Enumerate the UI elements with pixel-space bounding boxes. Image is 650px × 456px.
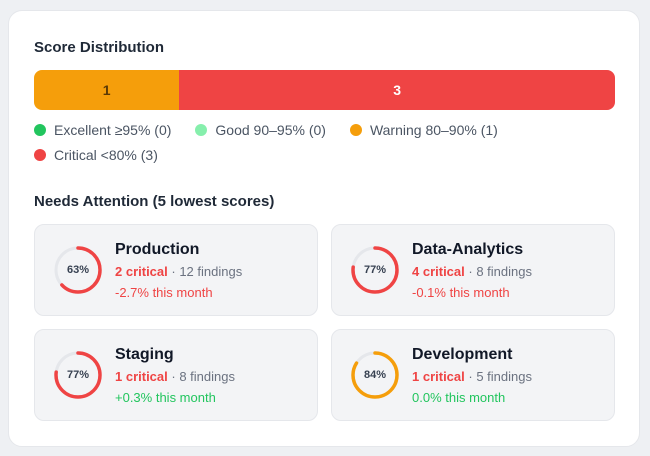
critical-count: 4 critical (412, 264, 465, 279)
critical-count: 2 critical (115, 264, 168, 279)
critical-count: 1 critical (412, 369, 465, 384)
legend-dot-icon (34, 123, 46, 136)
legend-item: Warning 80–90% (1) (349, 121, 498, 138)
monthly-trend: 0.0% this month (412, 390, 506, 405)
findings-count: · 5 findings (464, 369, 532, 384)
environment-name: Production (115, 241, 200, 258)
critical-count: 1 critical (115, 369, 168, 384)
environment-name: Development (412, 346, 513, 363)
environment-name: Staging (115, 346, 174, 363)
legend-dot-icon (349, 123, 362, 136)
legend-item: Critical <80% (3) (34, 146, 158, 163)
legend-label: Good 90–95% (0) (215, 121, 326, 138)
needs-attention-title: Needs Attention (5 lowest scores) (34, 193, 275, 210)
monthly-trend: +0.3% this month (115, 390, 216, 405)
findings-summary: 2 critical · 12 findings (115, 264, 242, 279)
monthly-trend: -0.1% this month (412, 285, 510, 300)
environment-card[interactable]: 77% Data-Analytics 4 critical · 8 findings… (331, 224, 615, 316)
legend-item: Good 90–95% (0) (195, 121, 326, 138)
monthly-trend: -2.7% this month (115, 285, 213, 300)
score-ring-icon (54, 351, 102, 399)
findings-count: · 12 findings (167, 264, 243, 279)
legend-label: Excellent ≥95% (0) (54, 121, 172, 138)
legend-item: Excellent ≥95% (0) (34, 121, 171, 138)
score-ring-icon (54, 246, 102, 294)
legend-label: Critical <80% (3) (54, 146, 158, 163)
score-ring-icon (351, 351, 399, 399)
distribution-legend: Excellent ≥95% (0) Good 90–95% (0) Warning… (34, 121, 615, 163)
legend-label: Warning 80–90% (1) (369, 121, 498, 138)
environment-name: Data-Analytics (412, 241, 524, 258)
needs-attention-grid: 63% Production 2 critical · 12 findings -2.… (34, 224, 615, 421)
distribution-segment[interactable]: 3 (179, 70, 615, 110)
findings-summary: 1 critical · 8 findings (115, 369, 235, 384)
score-value: 77% (66, 369, 90, 381)
environment-card[interactable]: 84% Development 1 critical · 5 findings 0.0… (331, 329, 615, 421)
score-value: 63% (66, 264, 90, 276)
distribution-segment[interactable]: 1 (34, 70, 180, 110)
findings-summary: 1 critical · 5 findings (412, 369, 532, 384)
score-distribution-title: Score Distribution (34, 39, 165, 56)
score-value: 84% (363, 369, 387, 381)
legend-dot-icon (34, 148, 46, 161)
score-value: 77% (363, 264, 387, 276)
score-ring-icon (351, 246, 399, 294)
legend-dot-icon (195, 123, 208, 136)
environment-card[interactable]: 77% Staging 1 critical · 8 findings +0.3% t… (34, 329, 318, 421)
findings-count: · 8 findings (464, 264, 532, 279)
findings-count: · 8 findings (167, 369, 235, 384)
findings-summary: 4 critical · 8 findings (412, 264, 532, 279)
environment-card[interactable]: 63% Production 2 critical · 12 findings -2.… (34, 224, 318, 316)
